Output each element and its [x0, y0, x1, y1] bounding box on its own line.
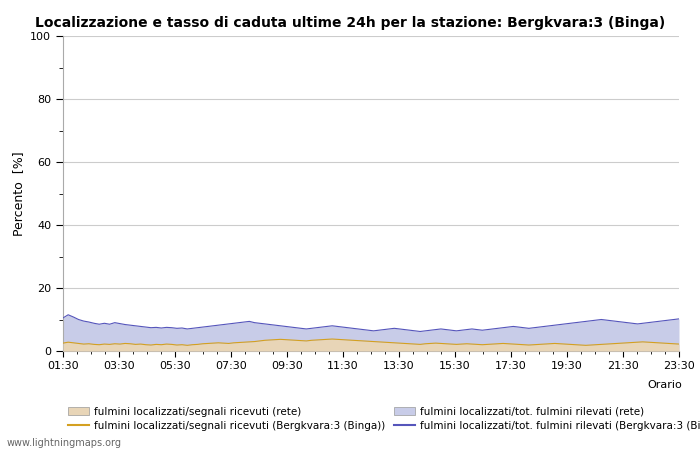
Text: www.lightningmaps.org: www.lightningmaps.org: [7, 438, 122, 448]
Text: Orario: Orario: [648, 380, 682, 390]
Y-axis label: Percento  [%]: Percento [%]: [12, 151, 24, 236]
Legend: fulmini localizzati/segnali ricevuti (rete), fulmini localizzati/segnali ricevut: fulmini localizzati/segnali ricevuti (re…: [68, 407, 700, 431]
Text: Localizzazione e tasso di caduta ultime 24h per la stazione: Bergkvara:3 (Binga): Localizzazione e tasso di caduta ultime …: [35, 16, 665, 30]
